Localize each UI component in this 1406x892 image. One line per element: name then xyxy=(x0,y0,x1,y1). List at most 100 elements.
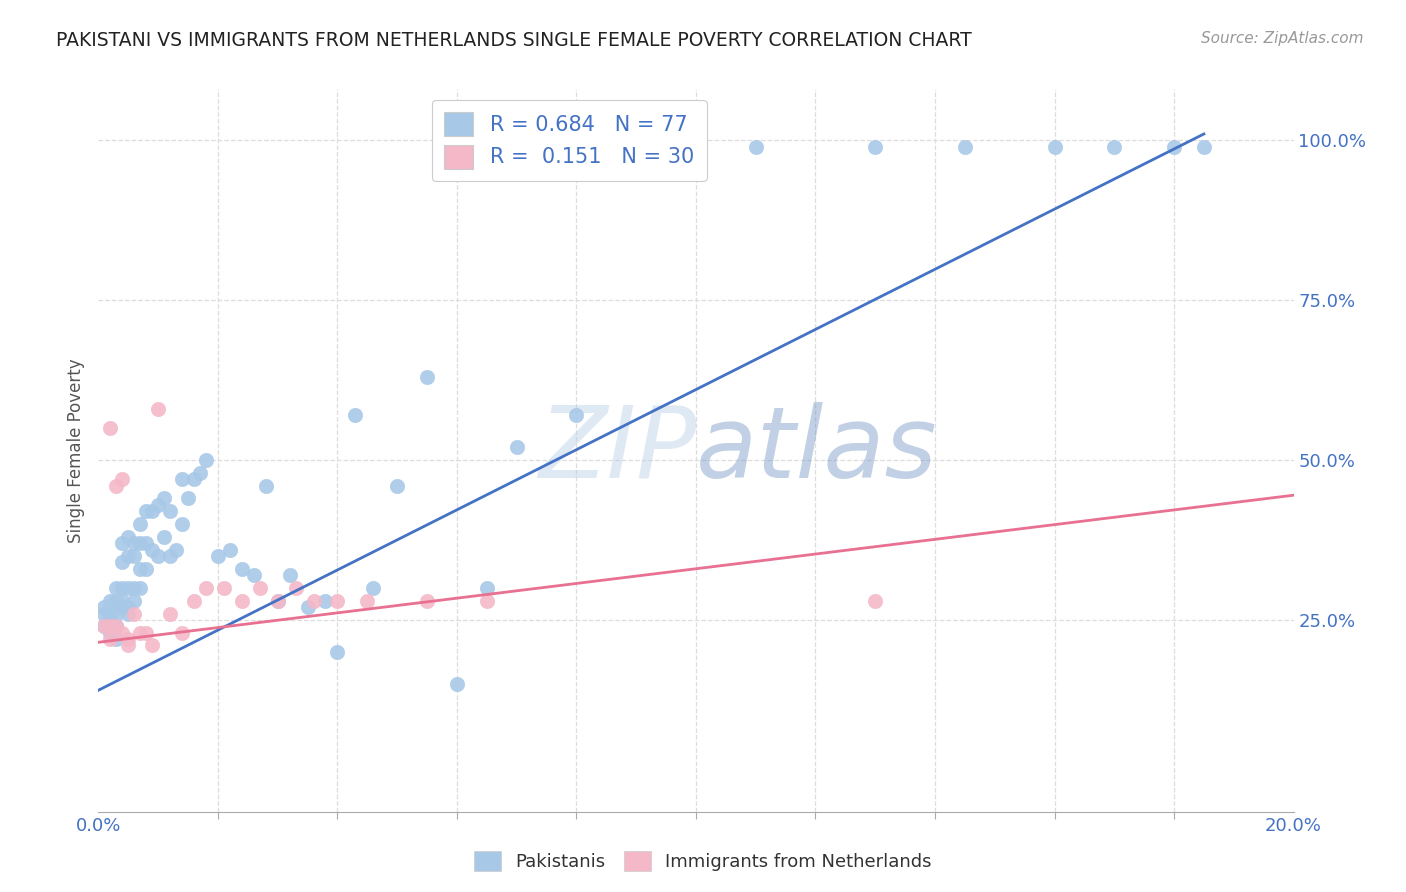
Point xyxy=(315,593,337,607)
Point xyxy=(183,593,205,607)
Point xyxy=(249,581,271,595)
Point xyxy=(135,504,157,518)
Point xyxy=(177,491,200,506)
Point xyxy=(302,593,325,607)
Point xyxy=(219,542,242,557)
Point xyxy=(111,472,134,486)
Point xyxy=(1043,140,1066,154)
Point xyxy=(953,140,976,154)
Point xyxy=(172,625,194,640)
Point xyxy=(356,593,378,607)
Text: PAKISTANI VS IMMIGRANTS FROM NETHERLANDS SINGLE FEMALE POVERTY CORRELATION CHART: PAKISTANI VS IMMIGRANTS FROM NETHERLANDS… xyxy=(56,31,972,50)
Point xyxy=(105,619,128,633)
Point xyxy=(326,645,349,659)
Point xyxy=(267,593,290,607)
Point xyxy=(159,549,181,563)
Point xyxy=(141,542,163,557)
Point xyxy=(865,593,887,607)
Point xyxy=(129,581,152,595)
Point xyxy=(416,370,439,384)
Point xyxy=(105,581,128,595)
Point xyxy=(212,581,235,595)
Point xyxy=(98,421,122,435)
Point xyxy=(165,542,187,557)
Point xyxy=(117,581,139,595)
Point xyxy=(124,549,146,563)
Point xyxy=(98,593,122,607)
Point xyxy=(626,140,648,154)
Point xyxy=(105,632,128,646)
Point xyxy=(565,409,588,423)
Point xyxy=(141,504,163,518)
Point xyxy=(117,607,139,621)
Point xyxy=(159,504,181,518)
Point xyxy=(111,625,134,640)
Point xyxy=(129,536,152,550)
Point xyxy=(195,453,218,467)
Point xyxy=(135,625,157,640)
Point xyxy=(207,549,229,563)
Point xyxy=(117,632,139,646)
Point xyxy=(105,619,128,633)
Point xyxy=(148,549,170,563)
Point xyxy=(98,632,122,646)
Point xyxy=(124,536,146,550)
Point xyxy=(685,140,707,154)
Point xyxy=(506,440,529,454)
Point xyxy=(267,593,290,607)
Text: ZIP: ZIP xyxy=(537,402,696,499)
Point xyxy=(93,619,115,633)
Point xyxy=(129,625,152,640)
Point xyxy=(148,498,170,512)
Point xyxy=(98,613,122,627)
Point xyxy=(93,619,115,633)
Point xyxy=(93,600,115,615)
Y-axis label: Single Female Poverty: Single Female Poverty xyxy=(66,359,84,542)
Legend: Pakistanis, Immigrants from Netherlands: Pakistanis, Immigrants from Netherlands xyxy=(467,844,939,879)
Point xyxy=(188,466,211,480)
Point xyxy=(111,593,134,607)
Point xyxy=(172,472,194,486)
Point xyxy=(297,600,319,615)
Point xyxy=(326,593,349,607)
Point xyxy=(416,593,439,607)
Point xyxy=(446,677,468,691)
Point xyxy=(153,491,176,506)
Point xyxy=(159,607,181,621)
Point xyxy=(745,140,768,154)
Point xyxy=(111,536,134,550)
Point xyxy=(141,639,163,653)
Point xyxy=(98,619,122,633)
Point xyxy=(129,562,152,576)
Point xyxy=(475,593,498,607)
Point xyxy=(117,530,139,544)
Legend: R = 0.684   N = 77, R =  0.151   N = 30: R = 0.684 N = 77, R = 0.151 N = 30 xyxy=(432,100,707,181)
Text: Source: ZipAtlas.com: Source: ZipAtlas.com xyxy=(1201,31,1364,46)
Point xyxy=(284,581,307,595)
Point xyxy=(98,600,122,615)
Point xyxy=(231,562,253,576)
Point xyxy=(172,516,194,531)
Point xyxy=(98,607,122,621)
Point xyxy=(105,607,128,621)
Point xyxy=(129,516,152,531)
Point xyxy=(1104,140,1126,154)
Point xyxy=(363,581,385,595)
Point xyxy=(105,478,128,492)
Point xyxy=(385,478,409,492)
Point xyxy=(865,140,887,154)
Point xyxy=(124,593,146,607)
Text: atlas: atlas xyxy=(696,402,938,499)
Point xyxy=(105,593,128,607)
Point xyxy=(93,607,115,621)
Point xyxy=(344,409,367,423)
Point xyxy=(135,536,157,550)
Point xyxy=(124,581,146,595)
Point xyxy=(117,600,139,615)
Point xyxy=(135,562,157,576)
Point xyxy=(117,639,139,653)
Point xyxy=(111,581,134,595)
Point xyxy=(195,581,218,595)
Point xyxy=(111,600,134,615)
Point xyxy=(105,600,128,615)
